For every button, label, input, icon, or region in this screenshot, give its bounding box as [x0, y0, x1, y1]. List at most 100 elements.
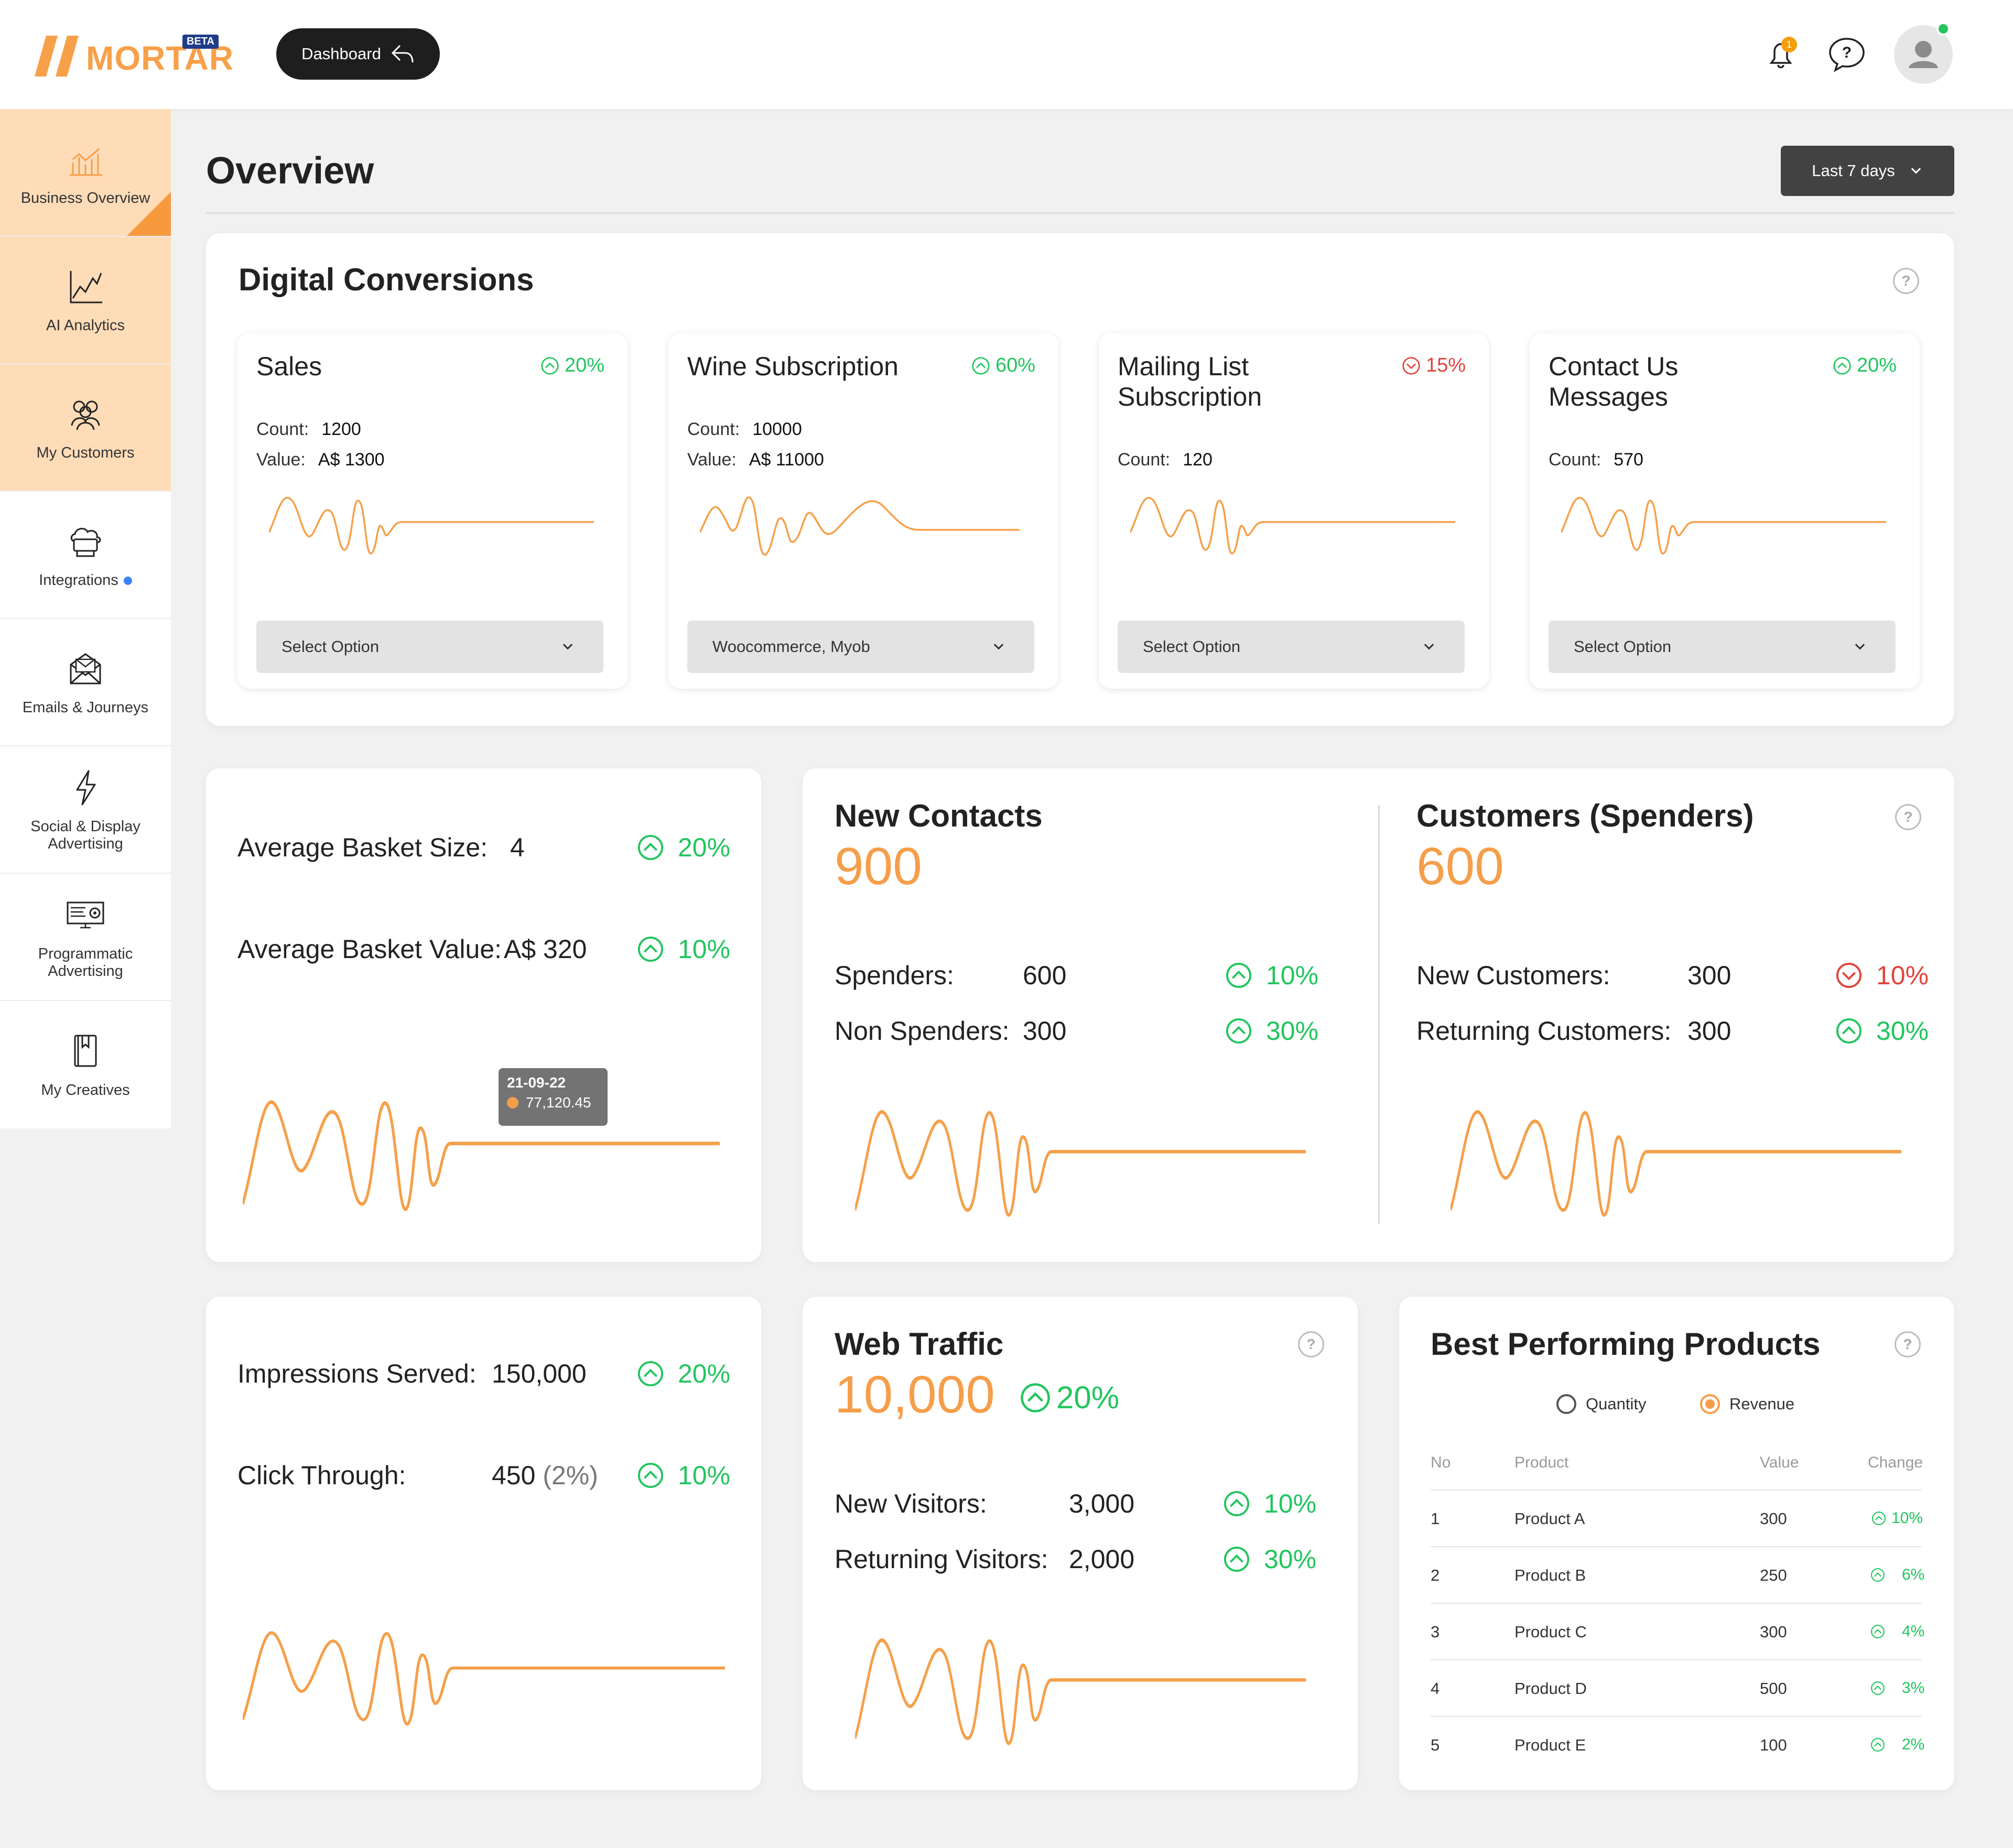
sidebar-item-label: AI Analytics — [46, 317, 125, 334]
card-title: Mailing List Subscription — [1118, 352, 1262, 411]
product-name: Product E — [1514, 1736, 1586, 1754]
date-range-dropdown[interactable]: Last 7 days — [1781, 146, 1954, 196]
svg-text:?: ? — [1842, 44, 1852, 61]
conversion-card-sales: Sales 20% Count: 1200 Value: A$ 1300 Selec… — [237, 333, 627, 689]
click-through-label: Click Through: — [237, 1461, 406, 1490]
logo[interactable]: MORTAR BETA — [35, 35, 233, 82]
radio-label: Revenue — [1729, 1395, 1795, 1413]
change-value: 30% — [1876, 1016, 1929, 1046]
product-name: Product C — [1514, 1623, 1587, 1641]
arrow-up-circle-icon — [1870, 1681, 1885, 1695]
arrow-up-circle-icon — [637, 1462, 664, 1489]
user-icon — [1909, 41, 1938, 68]
row-label: Count: — [256, 419, 309, 439]
web-traffic-panel: Web Traffic ? 10,000 20% New Visitors: 3… — [803, 1297, 1358, 1790]
arrow-down-circle-icon — [1402, 356, 1421, 375]
impressions-change: 20% — [637, 1358, 730, 1389]
row-label: Value: — [256, 450, 306, 470]
dashboard-button[interactable]: Dashboard — [276, 28, 440, 80]
sidebar-item-programmatic-advertising[interactable]: Programmatic Advertising — [0, 874, 171, 1001]
product-value: 300 — [1760, 1509, 1787, 1528]
spenders-change: 10% — [1225, 960, 1318, 991]
notification-badge: 1 — [1781, 37, 1797, 52]
new-customers-value: 300 — [1687, 961, 1731, 990]
row-divider — [1431, 1716, 1922, 1717]
radio-circle — [1556, 1394, 1576, 1414]
chat-help-icon[interactable]: ? — [1826, 34, 1868, 75]
product-value: 300 — [1760, 1623, 1787, 1641]
panel-title: Digital Conversions — [239, 262, 534, 297]
spenders-label: Spenders: — [835, 961, 954, 990]
row-number: 4 — [1431, 1679, 1440, 1698]
active-corner-marker — [127, 192, 171, 236]
arrow-down-circle-icon — [1835, 962, 1863, 989]
product-change: 6% — [1870, 1566, 1924, 1584]
help-icon[interactable]: ? — [1298, 1331, 1324, 1357]
customers-total: 600 — [1416, 837, 1504, 896]
arrow-up-circle-icon — [540, 356, 559, 375]
returning-customers-value: 300 — [1687, 1016, 1731, 1046]
arrow-up-circle-icon — [1225, 1017, 1252, 1045]
change-badge: 20% — [540, 354, 604, 377]
chevron-down-icon — [991, 639, 1006, 654]
sidebar-item-label: My Customers — [36, 444, 135, 461]
help-icon[interactable]: ? — [1893, 268, 1919, 294]
basket-value-label: Average Basket Value: — [237, 934, 502, 964]
product-value: 100 — [1760, 1736, 1787, 1754]
basket-value-value: A$ 320 — [504, 934, 587, 964]
help-icon[interactable]: ? — [1895, 1331, 1921, 1357]
arrow-up-circle-icon — [1870, 1568, 1885, 1582]
sidebar-item-ai-analytics[interactable]: AI Analytics — [0, 237, 171, 364]
count-row: Count: 570 — [1549, 450, 1643, 470]
quantity-radio[interactable]: Quantity — [1556, 1394, 1646, 1414]
online-status-dot — [1936, 22, 1950, 36]
sparkline — [1561, 496, 1886, 555]
arrow-up-circle-icon — [1870, 1737, 1885, 1752]
sidebar-item-label: Programmatic Advertising — [38, 945, 133, 980]
web-traffic-total-change: 20% — [1020, 1379, 1119, 1416]
source-select[interactable]: Select Option — [1118, 621, 1465, 673]
logo-mark-icon — [35, 36, 79, 77]
row-value: A$ 11000 — [749, 450, 824, 470]
row-label: Count: — [1118, 450, 1171, 470]
row-divider — [1431, 1490, 1922, 1491]
arrow-up-circle-icon — [637, 834, 664, 861]
line-chart-icon — [70, 271, 102, 303]
arrow-up-circle-icon — [1833, 356, 1852, 375]
source-select[interactable]: Select Option — [1549, 621, 1896, 673]
arrow-up-circle-icon — [1223, 1490, 1250, 1517]
spenders-value: 600 — [1023, 961, 1067, 990]
row-value: 10000 — [752, 419, 802, 439]
sidebar-item-emails-journeys[interactable]: Emails & Journeys — [0, 619, 171, 746]
change-badge: 15% — [1402, 354, 1466, 377]
product-name: Product A — [1514, 1509, 1585, 1528]
returning-visitors-value: 2,000 — [1069, 1545, 1135, 1574]
help-icon[interactable]: ? — [1895, 804, 1921, 830]
row-label: Value: — [687, 450, 737, 470]
column-header-no: No — [1431, 1454, 1451, 1471]
web-traffic-total: 10,000 — [835, 1365, 995, 1424]
product-name: Product D — [1514, 1679, 1587, 1698]
row-value: 1200 — [321, 419, 361, 439]
sidebar-item-integrations[interactable]: Integrations — [0, 492, 171, 619]
sidebar-item-my-creatives[interactable]: My Creatives — [0, 1001, 171, 1128]
sidebar-item-business-overview[interactable]: Business Overview — [0, 109, 171, 237]
select-value: Woocommerce, Myob — [712, 637, 870, 656]
source-select[interactable]: Woocommerce, Myob — [687, 621, 1034, 673]
web-traffic-title: Web Traffic — [835, 1327, 1004, 1362]
chevron-down-icon — [1909, 164, 1923, 178]
arrow-up-circle-icon — [637, 936, 664, 963]
basket-size-label: Average Basket Size: — [237, 833, 488, 862]
arrow-up-circle-icon — [1223, 1546, 1250, 1573]
source-select[interactable]: Select Option — [256, 621, 603, 673]
sparkline — [269, 496, 594, 555]
sidebar-item-social-display-advertising[interactable]: Social & Display Advertising — [0, 746, 171, 874]
change-value: 10% — [678, 1461, 731, 1490]
new-visitors-value: 3,000 — [1069, 1489, 1135, 1518]
contacts-customers-panel: New Contacts 900 Spenders: 600 10% Non S… — [803, 768, 1954, 1262]
sidebar-item-my-customers[interactable]: My Customers — [0, 364, 171, 492]
click-through-value-wrap: 450 (2%) — [492, 1460, 598, 1491]
web-traffic-wave-chart — [855, 1622, 1306, 1758]
revenue-radio[interactable]: Revenue — [1700, 1394, 1794, 1414]
tooltip-value-row: 77,120.45 — [507, 1094, 599, 1111]
